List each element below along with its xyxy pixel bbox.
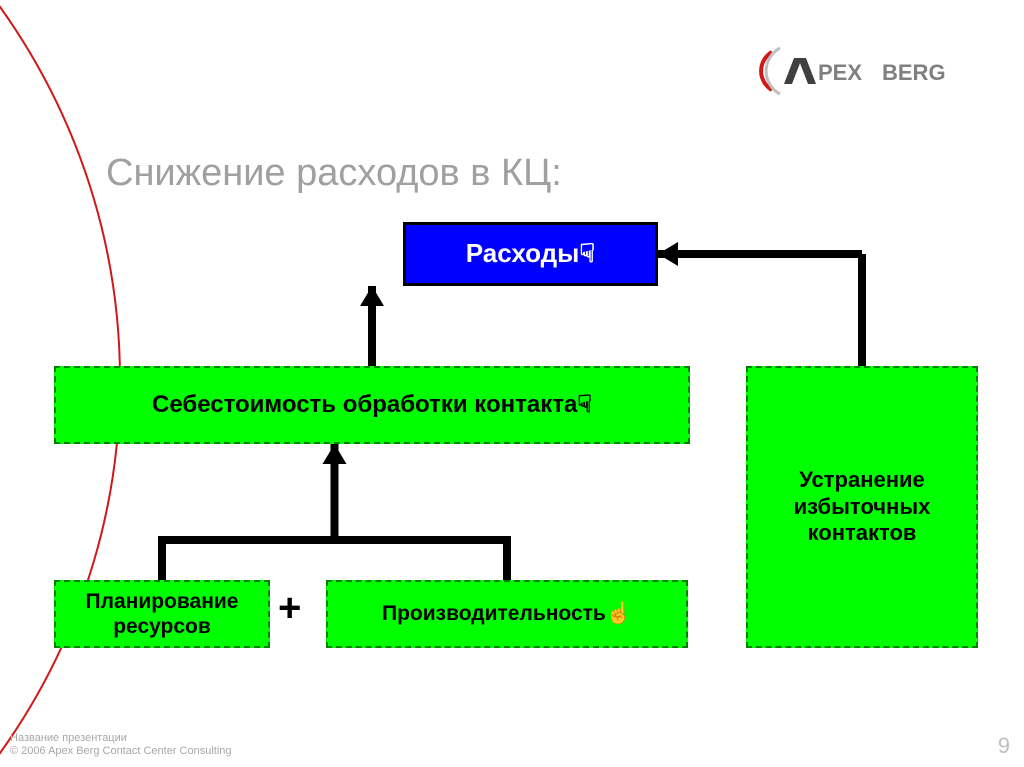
node-elimination-label: Устранение избыточных контактов xyxy=(758,467,966,546)
hand-down-icon: ☟ xyxy=(579,238,595,269)
node-expenses: Расходы ☟ xyxy=(403,222,658,286)
footer-line1: Название презентации xyxy=(10,732,232,746)
footer: Название презентации © 2006 Apex Berg Co… xyxy=(10,732,232,760)
node-cost: Себестоимость обработки контакта ☟ xyxy=(54,366,690,444)
node-productivity-label: Производительность xyxy=(382,601,606,626)
slide: PEX BERG Снижение расходов в КЦ: Расходы… xyxy=(0,0,1024,767)
plus-sign: + xyxy=(278,586,301,631)
node-planning: Планирование ресурсов xyxy=(54,580,270,648)
node-planning-label: Планирование ресурсов xyxy=(66,589,258,639)
hand-up-icon: ☝ xyxy=(606,601,632,626)
node-cost-label: Себестоимость обработки контакта xyxy=(152,391,577,420)
page-number: 9 xyxy=(998,733,1010,759)
hand-down-icon: ☟ xyxy=(577,391,592,420)
node-elimination: Устранение избыточных контактов xyxy=(746,366,978,648)
node-productivity: Производительность ☝ xyxy=(326,580,688,648)
node-expenses-label: Расходы xyxy=(466,238,580,269)
footer-line2: © 2006 Apex Berg Contact Center Consulti… xyxy=(10,745,232,759)
